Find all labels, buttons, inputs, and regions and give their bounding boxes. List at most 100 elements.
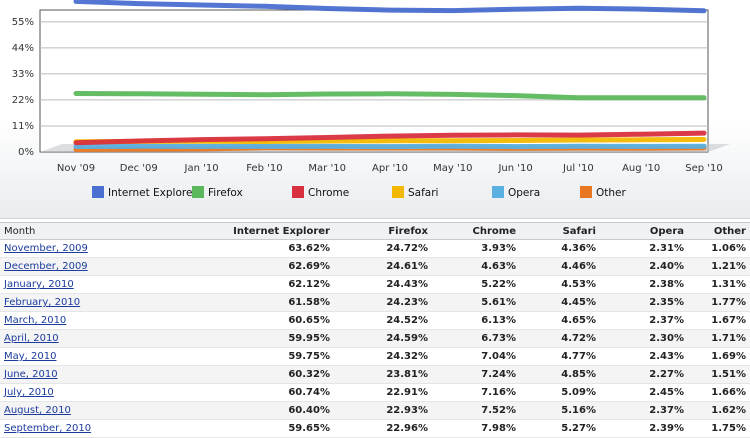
legend-item: Other — [580, 186, 626, 199]
month-link[interactable]: December, 2009 — [4, 261, 88, 272]
share-cell: 4.85% — [520, 365, 600, 384]
month-link[interactable]: June, 2010 — [4, 369, 58, 380]
month-link[interactable]: July, 2010 — [4, 387, 54, 398]
legend-label: Chrome — [308, 187, 349, 199]
share-cell: 22.91% — [334, 383, 432, 402]
column-header-firefox: Firefox — [334, 222, 432, 240]
share-cell: 24.72% — [334, 239, 432, 258]
x-tick-label: Aug '10 — [622, 163, 660, 174]
share-cell: 7.24% — [432, 365, 520, 384]
month-cell: August, 2010 — [0, 401, 118, 420]
share-cell: 2.35% — [600, 293, 688, 312]
share-cell: 60.65% — [118, 311, 334, 330]
share-cell: 4.46% — [520, 257, 600, 276]
share-cell: 5.09% — [520, 383, 600, 402]
month-link[interactable]: August, 2010 — [4, 405, 71, 416]
share-cell: 60.32% — [118, 365, 334, 384]
share-cell: 4.65% — [520, 311, 600, 330]
share-cell: 24.59% — [334, 329, 432, 348]
x-tick-label: Dec '09 — [120, 163, 158, 174]
table-row: July, 2010 60.74% 22.91% 7.16% 5.09% 2.45% 1.6… — [0, 383, 750, 402]
x-tick-label: Jan '10 — [184, 163, 219, 174]
month-cell: July, 2010 — [0, 383, 118, 402]
legend-item: Safari — [392, 186, 438, 199]
share-cell: 7.52% — [432, 401, 520, 420]
month-cell: March, 2010 — [0, 311, 118, 330]
y-tick-label: 22% — [12, 95, 34, 106]
share-cell: 1.71% — [688, 329, 750, 348]
legend-swatch — [492, 186, 504, 198]
x-tick-label: Jun '10 — [497, 163, 532, 174]
month-link[interactable]: April, 2010 — [4, 333, 59, 344]
x-tick-label: Feb '10 — [246, 163, 282, 174]
share-cell: 6.73% — [432, 329, 520, 348]
table-row: November, 2009 63.62% 24.72% 3.93% 4.36% 2.31… — [0, 239, 750, 258]
share-cell: 2.39% — [600, 419, 688, 438]
share-cell: 4.72% — [520, 329, 600, 348]
share-cell: 3.93% — [432, 239, 520, 258]
table-row: August, 2010 60.40% 22.93% 7.52% 5.16% 2.37% 1… — [0, 401, 750, 420]
legend-item: Internet Explorer — [92, 186, 197, 199]
share-cell: 1.62% — [688, 401, 750, 420]
share-cell: 4.36% — [520, 239, 600, 258]
month-link[interactable]: February, 2010 — [4, 297, 81, 308]
month-link[interactable]: November, 2009 — [4, 243, 88, 254]
browser-share-chart: 0% 11% 22% 33% 44% 55% Nov '09 Dec '09 Jan '10 Fe… — [12, 0, 730, 199]
table-row: June, 2010 60.32% 23.81% 7.24% 4.85% 2.27% 1.5… — [0, 365, 750, 384]
chart-panel: 0% 11% 22% 33% 44% 55% Nov '09 Dec '09 Jan '10 Fe… — [0, 0, 750, 219]
share-cell: 2.38% — [600, 275, 688, 294]
legend-swatch — [580, 186, 592, 198]
month-link[interactable]: September, 2010 — [4, 423, 92, 434]
share-cell: 2.45% — [600, 383, 688, 402]
x-tick-label: Sep '10 — [685, 163, 723, 174]
column-header-safari: Safari — [520, 222, 600, 240]
legend-label: Safari — [408, 187, 438, 199]
series-line-chrome — [73, 130, 707, 146]
legend-label: Other — [596, 187, 626, 199]
legend-swatch — [92, 186, 104, 198]
share-cell: 4.77% — [520, 347, 600, 366]
column-header-month: Month — [0, 222, 118, 240]
legend-swatch — [392, 186, 404, 198]
month-cell: May, 2010 — [0, 347, 118, 366]
month-link[interactable]: March, 2010 — [4, 315, 67, 326]
month-cell: June, 2010 — [0, 365, 118, 384]
share-cell: 7.98% — [432, 419, 520, 438]
table-row: March, 2010 60.65% 24.52% 6.13% 4.65% 2.37% 1.… — [0, 311, 750, 330]
x-tick-label: Jul '10 — [562, 163, 594, 174]
share-cell: 5.16% — [520, 401, 600, 420]
share-cell: 7.16% — [432, 383, 520, 402]
month-link[interactable]: January, 2010 — [4, 279, 74, 290]
share-cell: 59.95% — [118, 329, 334, 348]
y-tick-label: 11% — [12, 121, 34, 132]
share-cell: 2.40% — [600, 257, 688, 276]
legend-label: Opera — [508, 187, 540, 199]
share-cell: 2.37% — [600, 311, 688, 330]
browser-share-table: Month Internet Explorer Firefox Chrome S… — [0, 222, 750, 438]
legend-item: Opera — [492, 186, 540, 199]
column-header-opera: Opera — [600, 222, 688, 240]
share-cell: 4.45% — [520, 293, 600, 312]
legend-item: Firefox — [192, 186, 243, 199]
share-cell: 24.43% — [334, 275, 432, 294]
share-cell: 59.65% — [118, 419, 334, 438]
month-cell: November, 2009 — [0, 239, 118, 258]
month-cell: September, 2010 — [0, 419, 118, 438]
share-cell: 59.75% — [118, 347, 334, 366]
share-cell: 62.12% — [118, 275, 334, 294]
y-tick-label: 0% — [18, 147, 34, 158]
series-line-firefox — [73, 91, 707, 101]
table-row: December, 2009 62.69% 24.61% 4.63% 4.46% 2.40… — [0, 257, 750, 276]
share-cell: 23.81% — [334, 365, 432, 384]
month-link[interactable]: May, 2010 — [4, 351, 57, 362]
table-body: November, 2009 63.62% 24.72% 3.93% 4.36% 2.31… — [0, 239, 750, 438]
share-cell: 5.22% — [432, 275, 520, 294]
share-cell: 1.66% — [688, 383, 750, 402]
share-cell: 60.74% — [118, 383, 334, 402]
legend-swatch — [292, 186, 304, 198]
x-tick-label: Mar '10 — [308, 163, 346, 174]
column-header-other: Other — [688, 222, 750, 240]
share-cell: 2.37% — [600, 401, 688, 420]
legend-item: Chrome — [292, 186, 349, 199]
table-header-row: Month Internet Explorer Firefox Chrome S… — [0, 222, 750, 240]
